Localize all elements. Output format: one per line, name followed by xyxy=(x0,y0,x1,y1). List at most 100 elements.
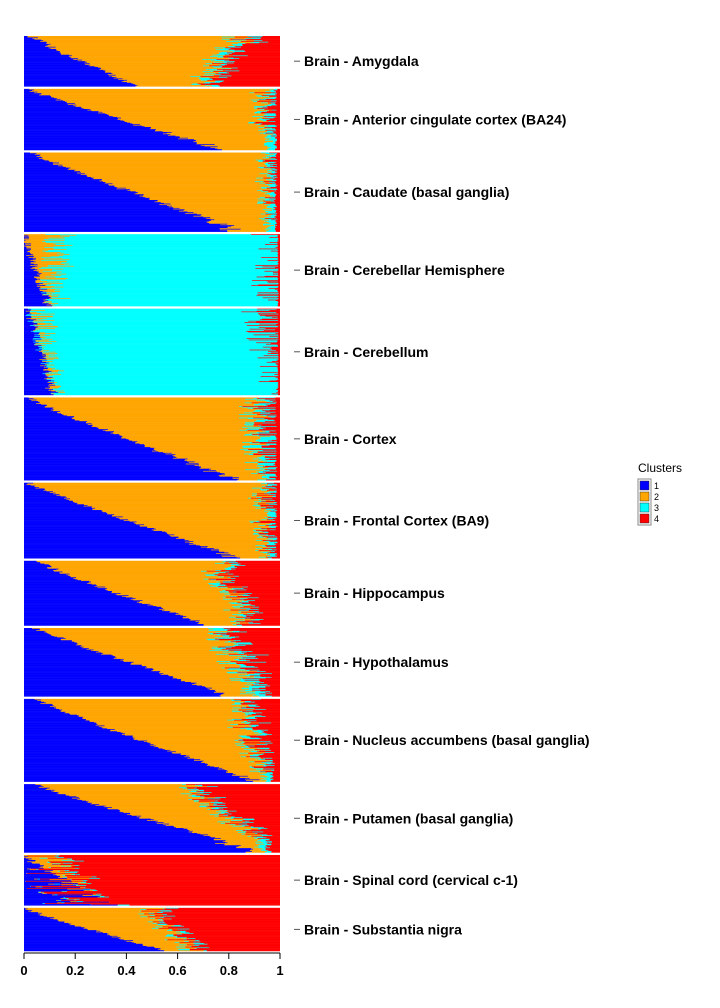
bar-segment-cluster-2 xyxy=(36,399,265,401)
bar-segment-cluster-2 xyxy=(152,668,229,670)
bar-segment-cluster-1 xyxy=(24,71,106,73)
bar-row xyxy=(24,542,280,544)
bar-segment-cluster-1 xyxy=(24,66,98,68)
bar-row xyxy=(24,570,280,572)
bar-segment-cluster-4 xyxy=(277,176,280,178)
bar-segment-cluster-1 xyxy=(24,267,31,269)
bar-segment-cluster-4 xyxy=(234,61,280,63)
bar-segment-cluster-2 xyxy=(157,200,265,201)
bar-segment-cluster-4 xyxy=(255,716,280,718)
bar-segment-cluster-1 xyxy=(24,406,46,408)
bar-row xyxy=(24,288,280,290)
bar-segment-cluster-1 xyxy=(24,700,38,702)
bar-row xyxy=(24,658,280,660)
bar-segment-cluster-1 xyxy=(24,592,112,594)
bar-row xyxy=(24,122,280,124)
bar-segment-cluster-2 xyxy=(119,434,246,436)
bar-segment-cluster-3 xyxy=(254,503,259,505)
bar-segment-cluster-4 xyxy=(256,342,280,344)
bar-segment-cluster-3 xyxy=(254,410,263,412)
bar-segment-cluster-3 xyxy=(258,535,263,537)
bar-segment-cluster-2 xyxy=(35,268,64,270)
bar-segment-cluster-4 xyxy=(277,337,280,339)
bar-segment-cluster-2 xyxy=(41,350,50,352)
bar-segment-cluster-2 xyxy=(111,591,233,593)
bar-segment-cluster-4 xyxy=(276,205,280,207)
bar-segment-cluster-2 xyxy=(131,662,230,664)
bar-segment-cluster-2 xyxy=(49,161,259,163)
bar-segment-cluster-4 xyxy=(257,308,280,310)
bar-segment-cluster-1 xyxy=(24,646,84,648)
bar-row xyxy=(24,771,280,773)
bar-segment-cluster-1 xyxy=(24,71,106,73)
bar-segment-cluster-1 xyxy=(24,525,141,527)
bar-row xyxy=(24,168,280,170)
bar-row xyxy=(24,244,280,246)
bar-segment-cluster-1 xyxy=(24,298,46,300)
bar-segment-cluster-3 xyxy=(244,617,251,619)
bar-segment-cluster-2 xyxy=(155,745,246,747)
bar-segment-cluster-4 xyxy=(276,452,280,454)
bar-segment-cluster-2 xyxy=(95,724,250,726)
bar-segment-cluster-1 xyxy=(24,704,53,706)
bar-segment-cluster-4 xyxy=(249,328,280,330)
bar-row xyxy=(24,244,280,246)
bar-segment-cluster-3 xyxy=(42,351,269,353)
bar-segment-cluster-3 xyxy=(246,677,266,679)
bar-segment-cluster-2 xyxy=(116,657,238,659)
bar-segment-cluster-4 xyxy=(251,603,280,605)
bar-segment-cluster-2 xyxy=(88,582,224,584)
bar-segment-cluster-3 xyxy=(52,302,279,304)
bar-segment-cluster-1 xyxy=(24,310,26,312)
bar-segment-cluster-2 xyxy=(122,516,272,518)
bar-segment-cluster-4 xyxy=(253,417,280,419)
bar-row xyxy=(24,754,280,756)
bar-segment-cluster-2 xyxy=(118,118,260,120)
bar-segment-cluster-2 xyxy=(162,610,239,612)
bar-segment-cluster-2 xyxy=(70,56,218,58)
bar-segment-cluster-3 xyxy=(76,234,278,236)
bar-segment-cluster-1 xyxy=(24,191,136,193)
bar-segment-cluster-1 xyxy=(24,363,41,365)
bar-row xyxy=(24,221,280,223)
bar-segment-cluster-2 xyxy=(173,455,269,457)
bar-row xyxy=(24,162,280,164)
bar-segment-cluster-2 xyxy=(200,762,262,764)
bar-row xyxy=(24,157,280,159)
bar-segment-cluster-2 xyxy=(85,422,263,424)
bar-segment-cluster-2 xyxy=(132,737,242,738)
bar-segment-cluster-3 xyxy=(56,244,265,246)
bar-segment-cluster-4 xyxy=(275,144,280,146)
bar-row xyxy=(24,383,280,385)
bar-segment-cluster-3 xyxy=(255,95,262,97)
bar-segment-cluster-1 xyxy=(24,206,169,208)
bar-segment-cluster-4 xyxy=(239,58,280,60)
bar-segment-cluster-4 xyxy=(262,118,280,120)
bar-segment-cluster-2 xyxy=(73,105,265,107)
bar-segment-cluster-1 xyxy=(24,324,34,326)
bar-row xyxy=(24,575,280,577)
bar-segment-cluster-2 xyxy=(36,630,209,632)
bar-row xyxy=(24,166,280,168)
bar-row xyxy=(24,400,280,402)
bar-segment-cluster-4 xyxy=(272,401,280,403)
bar-segment-cluster-1 xyxy=(24,557,241,559)
bar-segment-cluster-4 xyxy=(277,382,280,383)
bar-segment-cluster-2 xyxy=(102,429,240,431)
bar-segment-cluster-3 xyxy=(46,355,264,357)
bar-segment-cluster-3 xyxy=(264,210,276,212)
bar-row xyxy=(24,778,280,779)
bar-segment-cluster-3 xyxy=(54,382,279,384)
bar-segment-cluster-3 xyxy=(244,424,254,426)
bar-segment-cluster-4 xyxy=(227,64,280,66)
bar-segment-cluster-1 xyxy=(24,118,119,120)
bar-segment-cluster-1 xyxy=(24,653,104,655)
bar-row xyxy=(24,751,280,753)
bar-segment-cluster-3 xyxy=(239,406,243,408)
bar-segment-cluster-3 xyxy=(46,379,279,381)
bar-segment-cluster-1 xyxy=(24,285,46,287)
bar-row xyxy=(24,230,280,232)
bar-segment-cluster-4 xyxy=(242,657,280,659)
bar-segment-cluster-1 xyxy=(24,220,211,222)
bar-segment-cluster-2 xyxy=(108,75,219,77)
